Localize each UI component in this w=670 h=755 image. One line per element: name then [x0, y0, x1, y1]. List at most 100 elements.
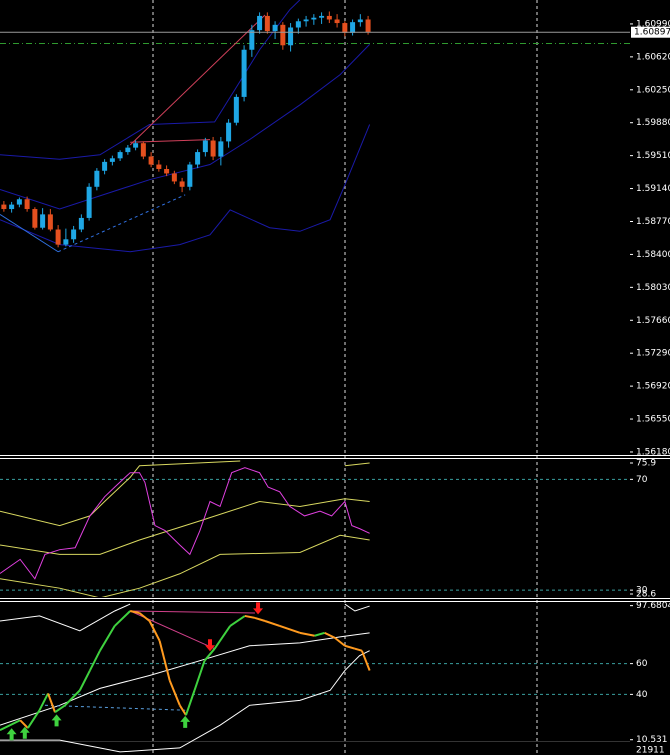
- candle-body: [195, 152, 201, 165]
- y-tick-label: 1.60250: [636, 85, 670, 95]
- indicator-segment: [344, 644, 356, 650]
- indicator-segment: [129, 610, 140, 614]
- indicator-segment: [279, 624, 301, 634]
- indicator-segment: [229, 615, 246, 627]
- signal-arrow: [19, 726, 30, 739]
- signal-arrow: [6, 728, 17, 741]
- candle-body: [179, 181, 185, 187]
- candle-body: [326, 15, 332, 20]
- indicator-line: [0, 632, 370, 726]
- indicator-line: [0, 650, 370, 753]
- indicator-segment: [314, 631, 325, 637]
- signal-arrow: [253, 602, 264, 615]
- candle-body: [117, 152, 123, 159]
- indicator-segment: [27, 709, 41, 729]
- indicator-line: [130, 610, 255, 614]
- candle-body: [1, 204, 7, 210]
- indicator-segment: [0, 719, 21, 731]
- y-tick-label: 1.59510: [636, 151, 670, 161]
- candle-body: [319, 15, 325, 18]
- indicator-segment: [185, 690, 196, 716]
- candle-body: [24, 199, 30, 210]
- candle-body: [264, 15, 270, 32]
- candle-body: [342, 23, 348, 33]
- candle-body: [156, 164, 162, 169]
- current-price-box: [631, 26, 670, 38]
- indicator-segment: [360, 650, 371, 671]
- current-price-label: 1.60897: [634, 28, 670, 38]
- indicator-segment: [254, 616, 266, 622]
- panel: [0, 603, 630, 753]
- candle-body: [171, 173, 177, 182]
- candle-body: [16, 199, 22, 205]
- candle-body: [94, 170, 100, 187]
- indicator-segment: [334, 636, 346, 647]
- indicator-segment: [158, 640, 171, 681]
- candle-body: [78, 217, 84, 230]
- indicator-segment: [88, 650, 101, 671]
- y-tick-label: 1.59140: [636, 184, 670, 194]
- indicator-segment: [148, 620, 161, 642]
- indicator-segment: [213, 625, 231, 650]
- candle-body: [334, 19, 340, 24]
- candle-body: [288, 27, 294, 46]
- indicator-segment: [54, 704, 66, 714]
- y-tick-label: 1.56550: [636, 415, 670, 425]
- panel: [0, 0, 630, 253]
- candle-body: [86, 186, 92, 218]
- candle-body: [71, 229, 77, 240]
- indicator-line: [0, 460, 370, 527]
- indicator-segment: [64, 689, 81, 707]
- indicator-segment: [244, 614, 256, 619]
- candle-body: [140, 143, 146, 157]
- y-tick-label: 1.60990: [636, 19, 670, 29]
- candle-body: [280, 24, 286, 46]
- candle-body: [40, 214, 46, 228]
- indicator-line: [0, 44, 370, 210]
- candle-body: [133, 143, 139, 148]
- y-tick-label: 1.58030: [636, 283, 670, 293]
- indicator-segment: [178, 704, 187, 716]
- y-tick-label: 60: [636, 659, 648, 669]
- indicator-segment: [193, 660, 206, 691]
- candle-body: [148, 156, 154, 165]
- signal-arrow: [180, 715, 191, 728]
- candle-body: [32, 209, 38, 228]
- candle-body: [202, 140, 208, 153]
- indicator-line: [44, 704, 186, 711]
- y-tick-label: 1.58400: [636, 250, 670, 260]
- candle-body: [9, 204, 15, 210]
- indicator-line: [0, 124, 371, 253]
- indicator-segment: [19, 719, 29, 729]
- candle-body: [272, 24, 278, 32]
- candle-body: [210, 140, 216, 157]
- indicator-line: [0, 603, 370, 632]
- candle-body: [249, 30, 255, 50]
- y-tick-label: 40: [636, 690, 648, 700]
- candle-body: [218, 141, 224, 157]
- indicator-line: [0, 0, 301, 160]
- signal-arrow: [51, 714, 62, 727]
- indicator-segment: [138, 612, 151, 622]
- indicator-line: [0, 534, 370, 597]
- candle-body: [109, 158, 115, 162]
- candle-body: [365, 19, 371, 32]
- candle-body: [311, 17, 317, 20]
- indicator-segment: [78, 670, 91, 691]
- indicator-segment: [299, 631, 315, 637]
- candle-body: [357, 19, 363, 23]
- y-tick-label: 75.9: [636, 459, 656, 469]
- y-tick-label: 10.531: [636, 735, 668, 745]
- candle-body: [303, 19, 309, 22]
- y-tick-label: 1.59880: [636, 118, 670, 128]
- y-tick-label: 1.57660: [636, 316, 670, 326]
- y-tick-label: 1.60620: [636, 52, 670, 62]
- y-tick-label: 30: [636, 586, 648, 596]
- y-tick-label: 1.57290: [636, 349, 670, 359]
- indicator-segment: [203, 648, 216, 662]
- y-tick-label: 70: [636, 475, 648, 485]
- y-tick-label: 97.6804: [636, 601, 670, 611]
- panel-borders: [0, 455, 670, 742]
- candle-body: [125, 147, 131, 153]
